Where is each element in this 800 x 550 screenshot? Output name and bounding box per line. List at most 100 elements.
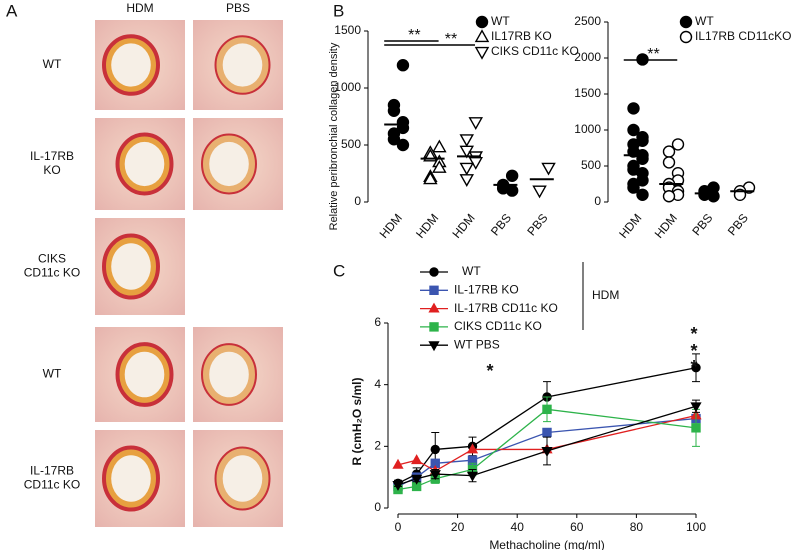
data-point bbox=[423, 171, 438, 185]
x-tick-label: 100 bbox=[686, 520, 706, 534]
data-point bbox=[627, 123, 640, 137]
data-point bbox=[627, 102, 640, 115]
y-tick-label: 0 bbox=[354, 194, 361, 208]
legend-marker bbox=[679, 15, 693, 29]
airway-lumen bbox=[222, 455, 263, 502]
data-point bbox=[662, 145, 676, 158]
data-point bbox=[430, 444, 440, 455]
legend-label: WT bbox=[491, 14, 510, 28]
x-tick-label: PBS bbox=[689, 211, 715, 238]
data-point bbox=[691, 363, 701, 373]
x-tick-label: PBS bbox=[524, 211, 550, 238]
data-point bbox=[411, 454, 423, 465]
data-point bbox=[396, 58, 410, 72]
x-tick-label: HDM bbox=[377, 211, 405, 241]
data-point bbox=[387, 133, 401, 146]
series-line bbox=[397, 405, 697, 486]
legend-label: WT bbox=[695, 14, 714, 28]
row-label: WT bbox=[43, 367, 62, 381]
y-tick-label: 500 bbox=[581, 158, 601, 172]
legend-marker bbox=[429, 285, 439, 295]
significance-label: ** bbox=[445, 31, 457, 48]
row-label: IL-17RB KO bbox=[30, 149, 74, 177]
significance-star: * bbox=[690, 357, 697, 377]
airway-lumen bbox=[222, 43, 263, 87]
legend-label: WT PBS bbox=[454, 337, 500, 351]
row-label: IL-17RB CD11c KO bbox=[24, 464, 80, 492]
legend-marker bbox=[475, 15, 489, 29]
legend-label: CIKS CD11c KO bbox=[454, 319, 542, 333]
legend-marker bbox=[429, 322, 439, 332]
airway-lumen bbox=[124, 141, 165, 187]
data-point bbox=[691, 423, 701, 433]
airway-lumen bbox=[111, 43, 151, 87]
significance-star: * bbox=[690, 324, 697, 344]
y-axis-label: R (cmH₂O s/ml) bbox=[350, 377, 364, 465]
airway-lumen bbox=[111, 243, 151, 290]
legend-marker bbox=[429, 267, 439, 277]
y-tick-label: 0 bbox=[594, 194, 601, 208]
data-point bbox=[542, 427, 552, 438]
panel-label: A bbox=[6, 1, 18, 20]
x-tick-label: 60 bbox=[570, 520, 584, 534]
legend-marker bbox=[474, 29, 490, 43]
panel-label: C bbox=[333, 261, 345, 280]
x-tick-label: HDM bbox=[652, 211, 680, 241]
airway-lumen bbox=[209, 141, 249, 187]
airway-lumen bbox=[124, 351, 165, 398]
data-point bbox=[411, 474, 423, 485]
legend-marker bbox=[679, 30, 693, 44]
data-point bbox=[392, 480, 404, 491]
x-tick-label: 80 bbox=[630, 520, 644, 534]
legend-marker bbox=[428, 302, 440, 313]
data-point bbox=[466, 471, 479, 482]
legend-label: IL17RB KO bbox=[491, 29, 552, 43]
x-axis-label: Methacholine (mg/ml) bbox=[489, 538, 604, 550]
y-tick-label: 1500 bbox=[574, 86, 601, 100]
data-point bbox=[662, 190, 676, 203]
legend-group-label: HDM bbox=[592, 288, 619, 302]
significance-label: ** bbox=[647, 46, 659, 63]
column-header: PBS bbox=[226, 1, 250, 15]
data-point bbox=[429, 470, 441, 481]
histology-panel bbox=[95, 20, 283, 527]
x-tick-label: HDM bbox=[449, 211, 477, 241]
data-point bbox=[662, 156, 676, 169]
data-point bbox=[690, 402, 702, 413]
data-point bbox=[542, 404, 552, 415]
x-tick-label: PBS bbox=[725, 211, 751, 238]
y-tick-label: 500 bbox=[341, 137, 361, 151]
data-point bbox=[459, 174, 474, 187]
x-tick-label: 20 bbox=[451, 520, 465, 534]
significance-label: ** bbox=[408, 27, 420, 44]
y-tick-label: 2 bbox=[374, 439, 381, 453]
x-tick-label: 0 bbox=[395, 520, 402, 534]
x-tick-label: PBS bbox=[488, 211, 514, 238]
data-point bbox=[466, 443, 479, 454]
legend-label: IL17RB CD11cKO bbox=[695, 29, 792, 43]
airway-lumen bbox=[209, 351, 249, 398]
significance-star: * bbox=[486, 361, 493, 381]
row-label: CIKS CD11c KO bbox=[24, 252, 80, 280]
data-point bbox=[627, 181, 640, 194]
y-tick-label: 6 bbox=[374, 315, 381, 329]
row-label: WT bbox=[43, 57, 62, 71]
data-point bbox=[459, 134, 474, 148]
data-point bbox=[432, 160, 447, 173]
legend-label: IL-17RB KO bbox=[454, 282, 519, 296]
legend-label: IL-17RB CD11c KO bbox=[454, 301, 558, 315]
y-tick-label: 1000 bbox=[334, 80, 361, 94]
x-tick-label: HDM bbox=[616, 211, 644, 241]
x-tick-label: 40 bbox=[511, 520, 525, 534]
legend-label: WT bbox=[462, 264, 481, 278]
airway-lumen bbox=[111, 455, 151, 502]
data-point bbox=[532, 185, 547, 199]
data-point bbox=[671, 138, 685, 151]
column-header: HDM bbox=[126, 1, 153, 15]
y-axis-label: Relative peribronchial collagen density bbox=[328, 42, 340, 230]
data-point bbox=[392, 458, 404, 469]
data-point bbox=[505, 184, 519, 197]
significance-star: * bbox=[690, 341, 697, 361]
data-point bbox=[541, 162, 556, 176]
y-tick-label: 2000 bbox=[574, 50, 601, 64]
